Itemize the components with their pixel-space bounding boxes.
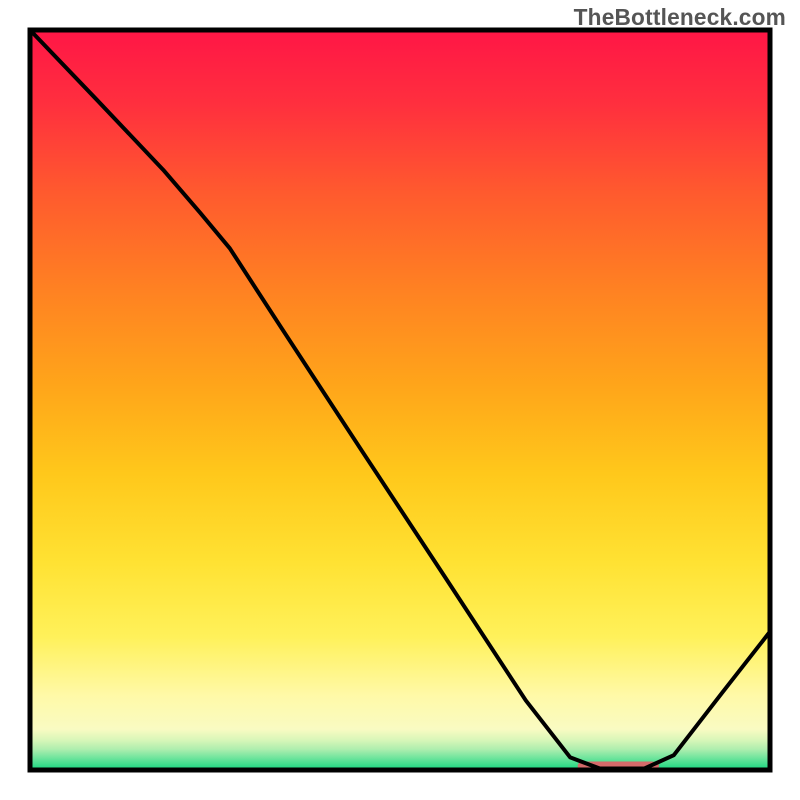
plot-background [30, 30, 770, 770]
chart-container: TheBottleneck.com [0, 0, 800, 800]
bottleneck-chart [0, 0, 800, 800]
watermark-text: TheBottleneck.com [574, 4, 786, 31]
